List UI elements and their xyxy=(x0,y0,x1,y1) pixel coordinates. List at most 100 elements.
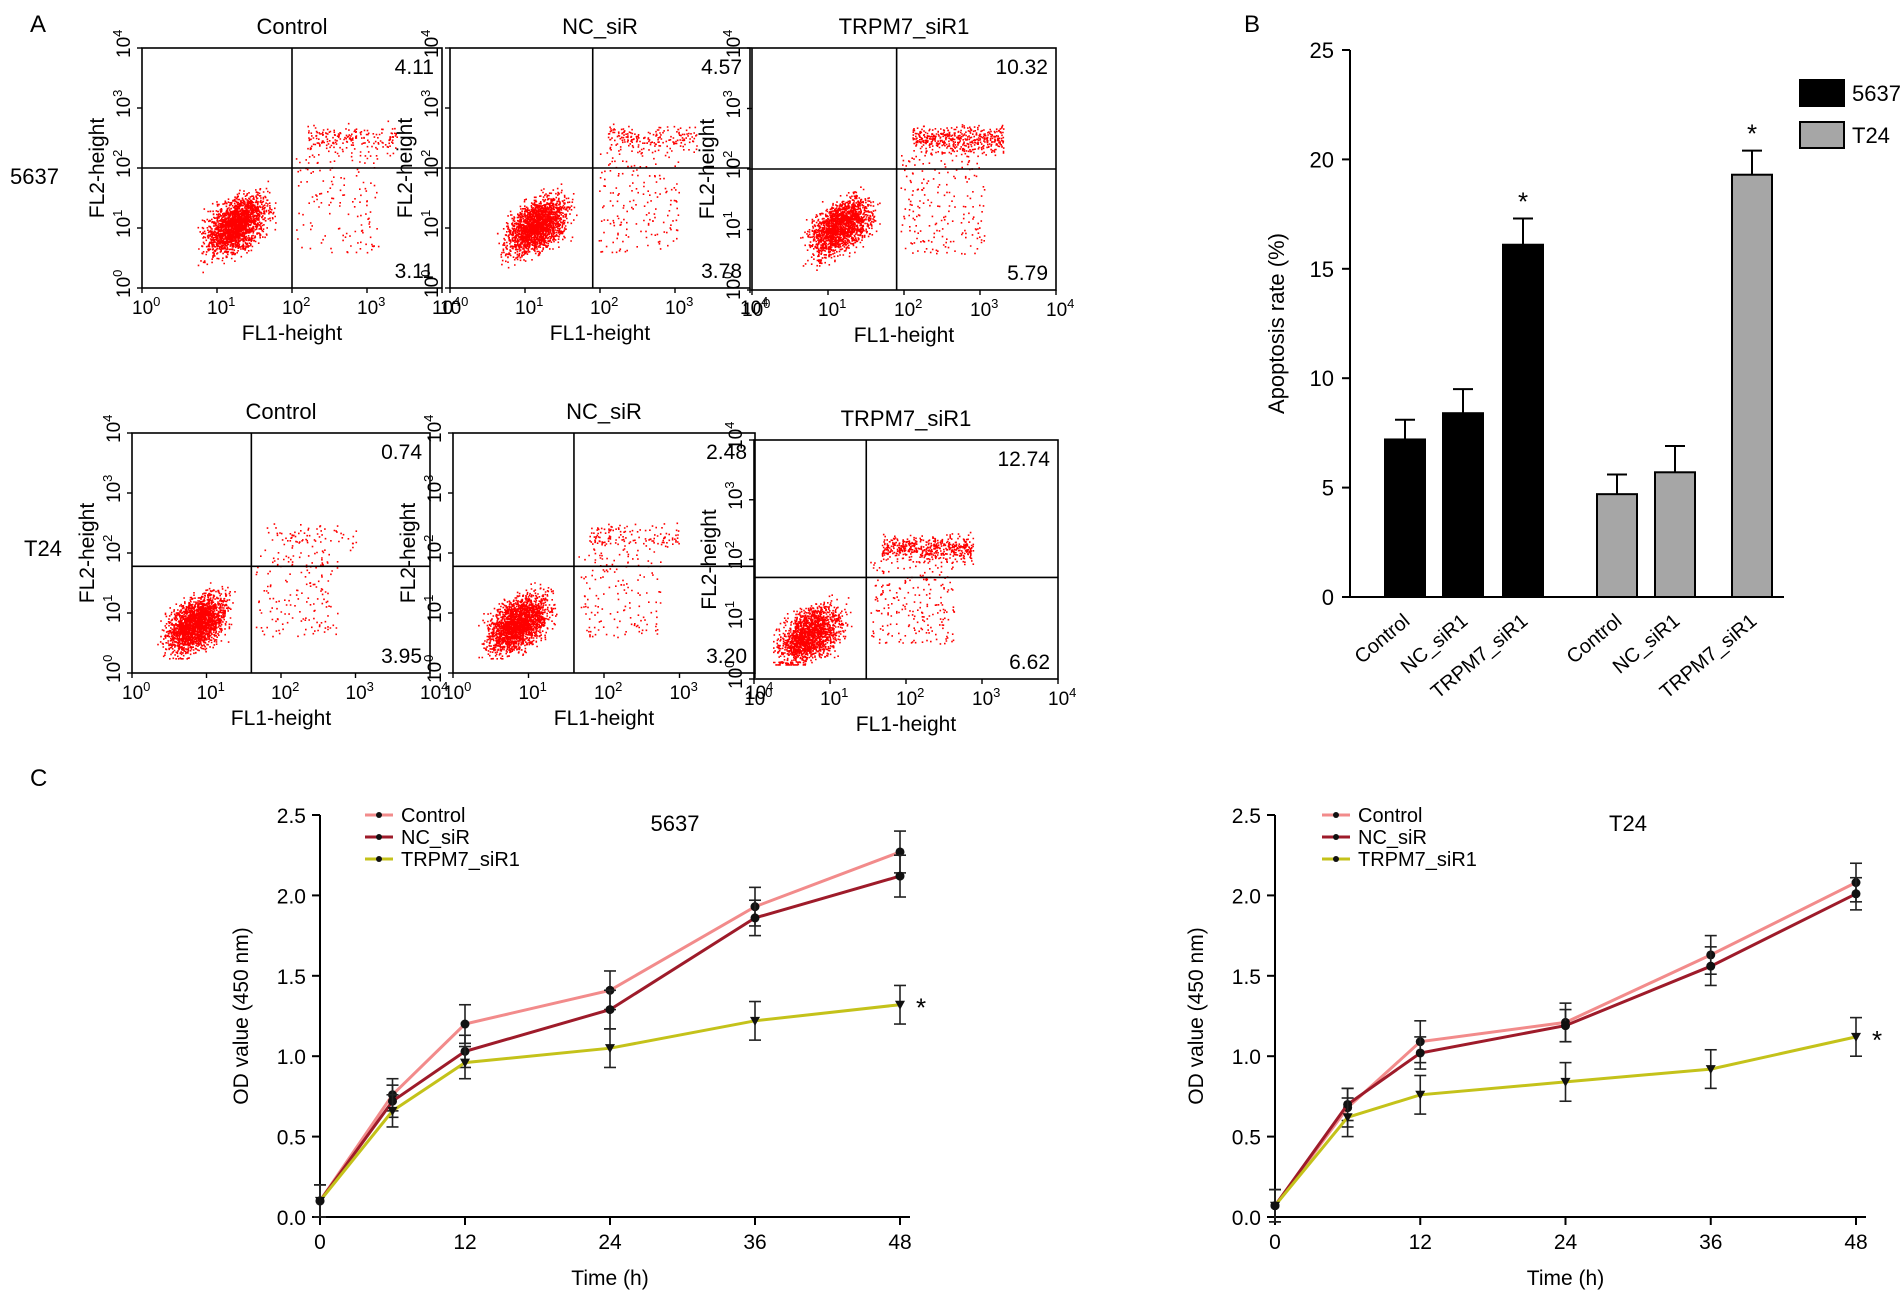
x-tick-label: 104 xyxy=(420,679,448,704)
x-tick-label: 102 xyxy=(271,679,299,704)
y-tick-label: 0 xyxy=(1322,585,1334,610)
x-axis-label: FL1-height xyxy=(554,707,655,730)
tick-exponent: 1 xyxy=(839,296,846,311)
tick-base: 10 xyxy=(594,683,615,704)
x-tick-label: 100 xyxy=(440,294,468,319)
data-point-triangle xyxy=(750,1016,760,1026)
tick-exponent: 3 xyxy=(686,294,693,309)
y-tick-label: 101 xyxy=(720,211,745,239)
quadrant-upper-right-value: 4.57 xyxy=(701,56,742,79)
x-tick-label: 103 xyxy=(346,679,374,704)
data-point xyxy=(895,847,905,857)
tick-base: 10 xyxy=(114,37,135,58)
x-tick-label: 102 xyxy=(894,296,922,321)
tick-exponent: 2 xyxy=(100,535,115,542)
x-tick-label: 36 xyxy=(1699,1231,1722,1254)
x-tick-label: 48 xyxy=(1844,1231,1867,1254)
tick-base: 10 xyxy=(420,683,441,704)
tick-exponent: 4 xyxy=(720,30,735,37)
flow-plot-title: TRPM7_siR1 xyxy=(841,406,972,431)
legend-marker xyxy=(1333,812,1339,818)
od-line-chart-5637: 0.0 0.5 1.0 1.5 2.0 2.5 0 12 24 36 48 Time (h) OD va… xyxy=(230,805,926,1290)
x-axis-label: Time (h) xyxy=(1527,1267,1604,1290)
legend-swatch-5637 xyxy=(1799,79,1845,107)
legend-swatch-T24 xyxy=(1799,121,1845,149)
tick-base: 10 xyxy=(1048,689,1069,710)
x-tick-label: 101 xyxy=(820,685,848,710)
tick-exponent: 0 xyxy=(153,294,160,309)
series-line-Control xyxy=(1273,881,1857,1207)
flow-plot-title: NC_siR xyxy=(566,399,642,424)
tick-exponent: 2 xyxy=(110,150,125,157)
tick-exponent: 3 xyxy=(421,475,436,482)
tick-exponent: 1 xyxy=(841,685,848,700)
scatter-dots xyxy=(478,522,680,660)
x-tick-label: 104 xyxy=(1046,296,1074,321)
tick-exponent: 2 xyxy=(418,150,433,157)
y-tick-label: 102 xyxy=(110,150,135,178)
scatter-dots xyxy=(800,124,1005,271)
x-tick-label: 100 xyxy=(744,685,772,710)
quadrant-lower-right-value: 3.11 xyxy=(395,260,434,283)
x-tick-label: 104 xyxy=(745,679,773,704)
x-tick-label: 100 xyxy=(742,296,770,321)
tick-exponent: 3 xyxy=(722,481,737,488)
tick-base: 10 xyxy=(1046,300,1067,321)
quadrant-upper-right-value: 12.74 xyxy=(997,448,1050,471)
quadrant-upper-right-value: 10.32 xyxy=(995,56,1048,79)
y-tick-label: 1.0 xyxy=(277,1046,306,1069)
y-tick-label: 104 xyxy=(421,415,446,443)
panel-label-c: C xyxy=(30,765,47,792)
data-point-triangle xyxy=(1270,1201,1280,1211)
tick-base: 10 xyxy=(282,298,303,319)
x-tick-label: 0 xyxy=(1269,1231,1281,1254)
y-tick-label: 100 xyxy=(421,655,446,683)
y-axis-label: FL2-height xyxy=(698,509,721,610)
y-tick-label: 103 xyxy=(110,90,135,118)
legend-label-NC_siR: NC_siR xyxy=(1358,827,1427,849)
significance-marker: * xyxy=(1518,186,1528,216)
tick-base: 10 xyxy=(665,298,686,319)
tick-exponent: 2 xyxy=(292,679,299,694)
tick-base: 10 xyxy=(724,158,745,179)
scatter-points xyxy=(800,124,1005,271)
tick-exponent: 0 xyxy=(143,679,150,694)
scatter-points xyxy=(197,120,398,274)
x-tick-label: 104 xyxy=(1048,685,1076,710)
data-point xyxy=(895,871,905,881)
y-tick-label: 101 xyxy=(722,601,747,629)
tick-exponent: 2 xyxy=(611,294,618,309)
x-axis-label: FL1-height xyxy=(856,713,957,736)
tick-exponent: 1 xyxy=(421,595,436,602)
tick-exponent: 4 xyxy=(110,30,125,37)
tick-base: 10 xyxy=(132,298,153,319)
data-point-triangle xyxy=(1415,1090,1426,1100)
tick-exponent: 2 xyxy=(421,535,436,542)
flow-plot-title: Control xyxy=(246,399,317,424)
tick-base: 10 xyxy=(820,689,841,710)
data-point xyxy=(1706,961,1716,971)
tick-base: 10 xyxy=(590,298,611,319)
significance-marker: * xyxy=(1872,1025,1882,1055)
bar-5637-Control xyxy=(1384,438,1426,598)
scatter-dots xyxy=(157,523,358,660)
tick-exponent: 2 xyxy=(915,296,922,311)
x-tick-label: 48 xyxy=(888,1231,911,1254)
tick-base: 10 xyxy=(724,218,745,239)
tick-base: 10 xyxy=(114,277,135,298)
y-tick-label: 0.0 xyxy=(1232,1207,1261,1230)
bar-T24-Control xyxy=(1596,493,1638,598)
x-axis-label: Time (h) xyxy=(571,1267,648,1290)
y-tick-label: 104 xyxy=(722,422,747,450)
tick-exponent: 0 xyxy=(418,270,433,277)
y-tick-label: 101 xyxy=(421,595,446,623)
tick-base: 10 xyxy=(114,217,135,238)
tick-base: 10 xyxy=(114,157,135,178)
panel-label-a: A xyxy=(30,11,46,38)
legend-marker xyxy=(376,856,382,862)
tick-exponent: 3 xyxy=(993,685,1000,700)
tick-exponent: 1 xyxy=(540,679,547,694)
tick-base: 10 xyxy=(357,298,378,319)
tick-base: 10 xyxy=(726,608,747,629)
